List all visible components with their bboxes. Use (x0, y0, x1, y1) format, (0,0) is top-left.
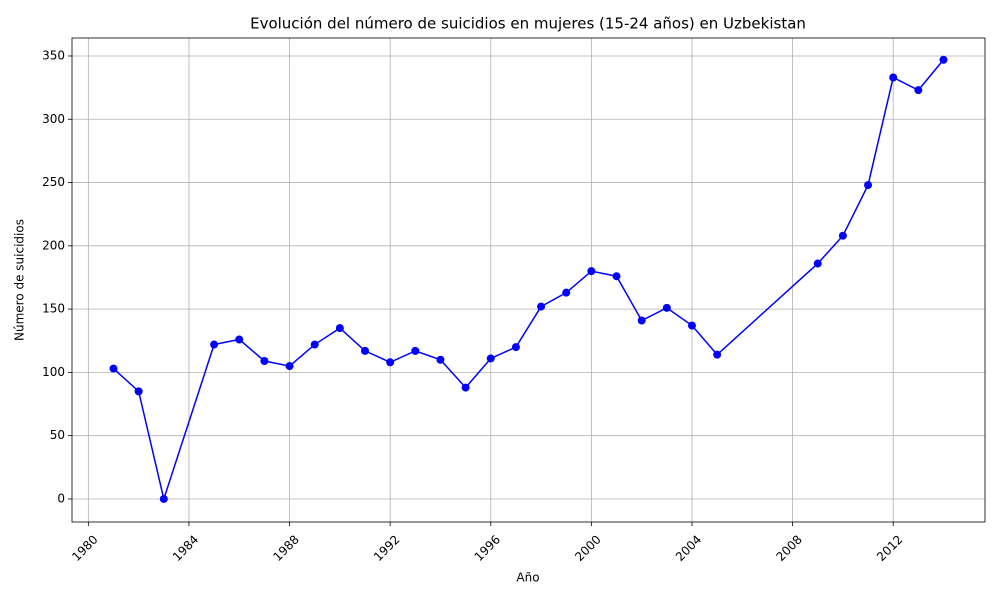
data-point (260, 357, 269, 366)
data-point (511, 343, 520, 352)
data-point (939, 55, 948, 64)
data-point (436, 355, 445, 364)
data-point (159, 494, 168, 503)
data-point (713, 350, 722, 359)
y-tick-label: 250 (42, 175, 65, 189)
data-point (687, 321, 696, 330)
data-point (612, 272, 621, 281)
data-point (864, 181, 873, 190)
data-point (813, 259, 822, 268)
y-tick-label: 0 (57, 491, 65, 505)
data-point (411, 346, 420, 355)
x-tick-label: 1980 (69, 532, 100, 563)
x-tick-label: 2004 (673, 532, 704, 563)
y-tick-label: 100 (42, 365, 65, 379)
x-tick-label: 1988 (270, 532, 301, 563)
data-point (235, 335, 244, 344)
chart-title: Evolución del número de suicidios en muj… (250, 15, 806, 33)
y-tick-label: 300 (42, 112, 65, 126)
data-point (310, 340, 319, 349)
data-point (637, 316, 646, 325)
data-line (112, 59, 945, 502)
x-tick-label: 2008 (773, 532, 804, 563)
data-point (210, 340, 219, 349)
plot-frame (71, 37, 986, 523)
data-point (914, 86, 923, 95)
data-point (889, 73, 898, 82)
data-point (361, 346, 370, 355)
x-tick-label: 2000 (572, 532, 603, 563)
x-tick-label: 1996 (472, 532, 503, 563)
x-tick-label: 2012 (874, 532, 905, 563)
y-tick-label: 50 (50, 428, 65, 442)
data-point (537, 302, 546, 311)
data-point (587, 267, 596, 276)
data-point (562, 288, 571, 297)
data-point (386, 358, 395, 367)
data-point (486, 354, 495, 363)
data-point (335, 324, 344, 333)
y-tick-label: 350 (42, 48, 65, 62)
x-axis-label: Año (516, 571, 539, 585)
y-tick-label: 150 (42, 302, 65, 316)
data-point (285, 362, 294, 371)
data-point (109, 364, 118, 373)
y-tick-label: 200 (42, 238, 65, 252)
y-axis-label: Número de suicidios (13, 219, 27, 341)
x-tick-label: 1984 (170, 532, 201, 563)
data-point (838, 231, 847, 240)
x-tick-label: 1992 (371, 532, 402, 563)
data-point (461, 383, 470, 392)
data-point (134, 387, 143, 396)
data-point (662, 303, 671, 312)
